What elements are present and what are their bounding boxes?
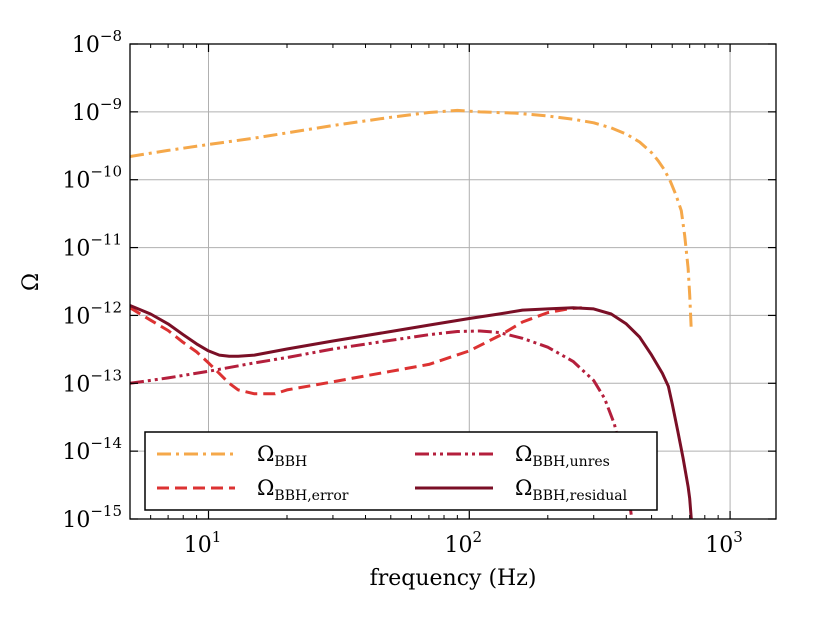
y-tick-label: 10−12 — [62, 298, 122, 329]
x-tick-label: 103 — [705, 528, 743, 558]
x-axis-title: frequency (Hz) — [370, 566, 537, 591]
series-line-0 — [130, 108, 693, 331]
series-line-2 — [130, 329, 634, 519]
legend-label-3: ΩBBH,residual — [515, 476, 628, 504]
ticks: 101 102 103 10−8 10−9 10−10 10−11 10−12 10−13 10−… — [62, 27, 776, 558]
legend-label-1: ΩBBH,error — [257, 476, 349, 504]
series-line-3 — [130, 304, 693, 519]
y-tick-label: 10−15 — [62, 502, 122, 533]
y-tick-label: 10−11 — [62, 231, 122, 262]
legend-box — [144, 431, 658, 511]
series-lines — [130, 108, 693, 519]
y-tick-label: 10−8 — [72, 27, 122, 58]
series-line-1 — [130, 306, 582, 396]
legend-label-0: ΩBBH — [257, 442, 307, 470]
legend: ΩBBH ΩBBH,error ΩBBH,unres ΩBBH,residual — [144, 431, 658, 511]
legend-label-2: ΩBBH,unres — [515, 442, 610, 470]
plot-frame — [129, 43, 777, 520]
x-tick-label: 102 — [445, 528, 483, 558]
x-tick-label: 101 — [184, 528, 222, 558]
y-tick-label: 10−9 — [72, 95, 122, 126]
y-tick-label: 10−13 — [62, 366, 122, 397]
y-tick-label: 10−14 — [62, 434, 122, 465]
y-axis-title: Ω — [19, 273, 44, 291]
y-tick-label: 10−10 — [62, 163, 122, 194]
